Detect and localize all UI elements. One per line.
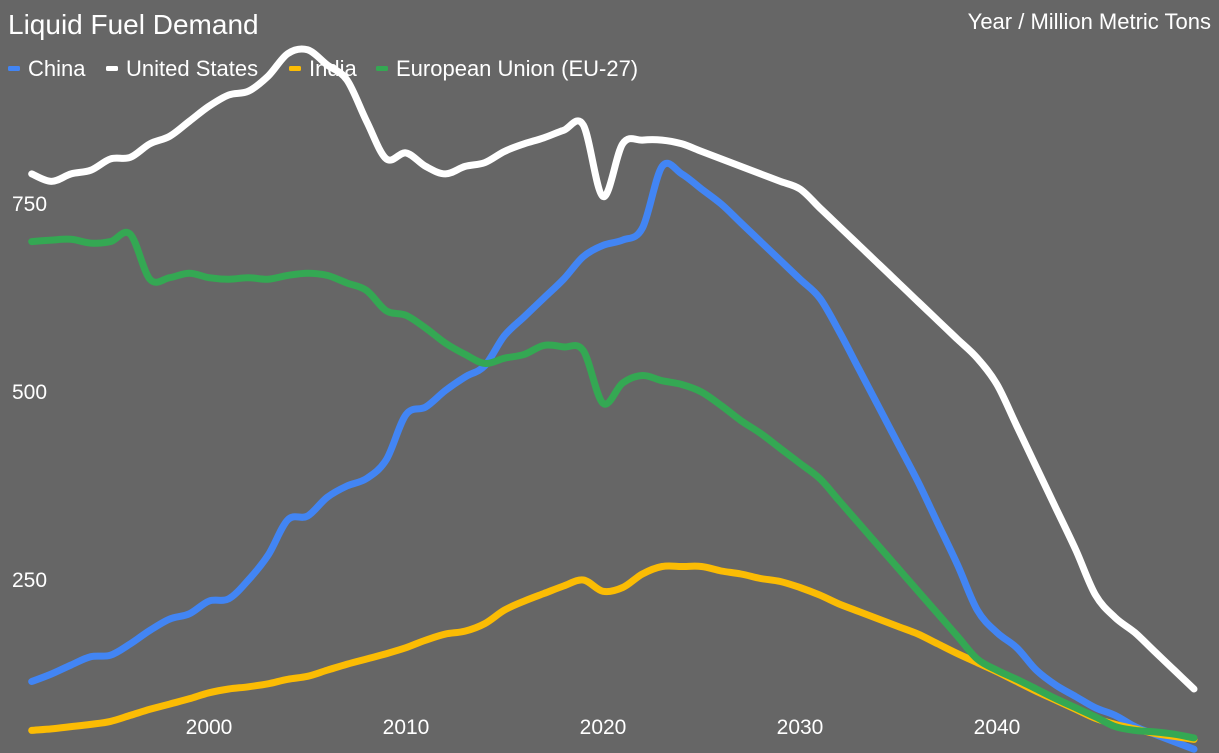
x-tick-label: 2000: [186, 716, 233, 739]
legend-label: India: [309, 56, 357, 81]
legend-item-china: China: [8, 56, 86, 81]
x-tick-label: 2040: [974, 716, 1021, 739]
series-line-china: [28, 159, 1198, 753]
legend-label: European Union (EU-27): [396, 56, 638, 81]
legend-swatch: [376, 66, 388, 71]
y-tick-label: 250: [12, 569, 47, 592]
legend: China United States India European Union (E…: [8, 56, 638, 81]
legend-swatch: [106, 66, 118, 71]
tick-labels: 2000 2010 2020 2030 2040 250 500 750: [12, 193, 1020, 739]
legend-item-united-states: United States: [106, 56, 258, 81]
legend-item-india: India: [289, 56, 357, 81]
legend-item-european-union-eu-27: European Union (EU-27): [376, 56, 638, 81]
x-tick-label: 2020: [580, 716, 627, 739]
legend-swatch: [289, 66, 301, 71]
y-tick-label: 750: [12, 193, 47, 216]
series-line-united-states: [28, 45, 1198, 693]
y-tick-label: 500: [12, 381, 47, 404]
legend-label: China: [28, 56, 86, 81]
series-line-european-union-eu-27: [28, 228, 1198, 742]
series-lines: [28, 45, 1198, 753]
x-tick-label: 2030: [777, 716, 824, 739]
legend-swatch: [8, 66, 20, 71]
legend-label: United States: [126, 56, 258, 81]
chart-title: Liquid Fuel Demand: [8, 9, 259, 40]
chart-subtitle: Year / Million Metric Tons: [968, 9, 1211, 34]
x-tick-label: 2010: [383, 716, 430, 739]
